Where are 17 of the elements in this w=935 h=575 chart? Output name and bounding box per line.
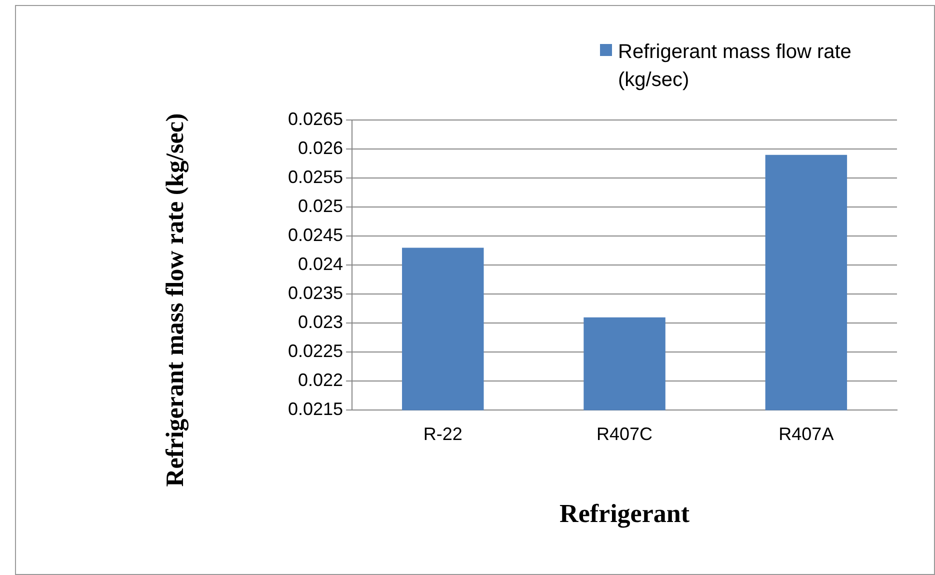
x-axis-title: Refrigerant [560,499,690,528]
x-tick-label: R407C [596,424,653,444]
y-tick-label: 0.026 [298,138,344,158]
y-tick-label: 0.0255 [288,167,344,188]
y-axis-title: Refrigerant mass flow rate (kg/sec) [161,112,190,489]
legend-label: Refrigerant mass flow rate (kg/sec) [618,40,852,93]
x-tick-label: R407A [778,424,834,444]
y-tick-label: 0.025 [298,196,344,216]
y-tick-label: 0.022 [298,370,344,390]
y-tick-label: 0.0245 [288,225,344,246]
y-tick-label: 0.0215 [288,399,344,420]
y-tick-label: 0.0225 [288,341,344,362]
y-tick-label: 0.0265 [288,108,344,129]
y-tick-label: 0.0235 [288,283,344,304]
y-tick-label: 0.024 [298,254,344,274]
y-tick-label: 0.023 [298,312,344,332]
x-tick-label: R-22 [423,424,462,444]
